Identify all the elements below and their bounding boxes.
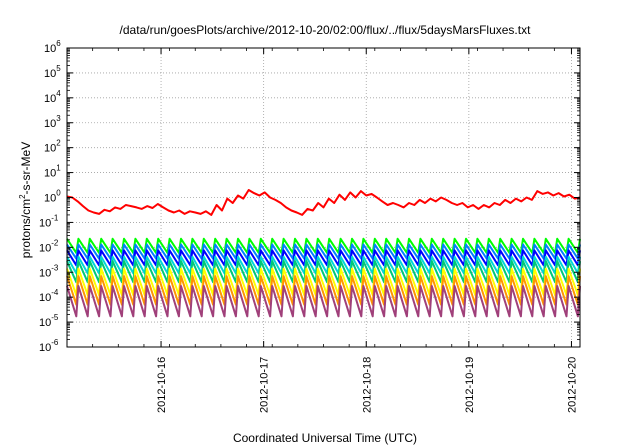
x-tick-label: 2012-10-16 (156, 357, 168, 413)
y-tick-label: 10-4 (39, 288, 59, 304)
series-line-1 (66, 189, 581, 216)
x-tick-label: 2012-10-20 (566, 357, 578, 413)
y-axis-label-base: protons/cm (19, 199, 33, 258)
y-tick-label: 10-2 (39, 238, 59, 254)
series-line-2 (66, 237, 581, 254)
x-axis: 2012-10-16 2012-10-17 2012-10-18 2012-10-19… (66, 48, 581, 413)
series-line-6 (66, 260, 581, 284)
y-tick-label: 106 (44, 39, 61, 55)
y-tick-label: 105 (44, 64, 61, 80)
y-tick-label: 10-1 (39, 213, 59, 229)
plot-series (66, 189, 581, 318)
y-axis-label-sup: 2 (18, 194, 27, 199)
y-axis: 10-6 10-5 10-4 10-3 10-2 10-1 100 101 102 103 104 1… (39, 39, 580, 354)
x-tick-label: 2012-10-18 (361, 357, 373, 413)
chart-title: /data/run/goesPlots/archive/2012-10-20/0… (120, 23, 532, 37)
y-tick-label: 102 (44, 139, 61, 155)
y-axis-label-rest: -s-sr-MeV (19, 142, 33, 195)
y-tick-label: 101 (44, 164, 61, 180)
y-tick-label: 100 (44, 189, 61, 205)
y-tick-label: 103 (44, 114, 61, 130)
series-line-9 (66, 285, 581, 318)
x-tick-label: 2012-10-19 (464, 357, 476, 413)
x-axis-label: Coordinated Universal Time (UTC) (233, 431, 417, 445)
y-tick-label: 10-6 (39, 338, 59, 354)
y-tick-label: 10-3 (39, 263, 59, 279)
y-axis-label: protons/cm2-s-sr-MeV (18, 142, 33, 258)
x-tick-label: 2012-10-17 (259, 357, 271, 413)
y-tick-label: 10-5 (39, 313, 59, 329)
series-line-4 (66, 249, 581, 267)
y-tick-label: 104 (44, 89, 61, 105)
